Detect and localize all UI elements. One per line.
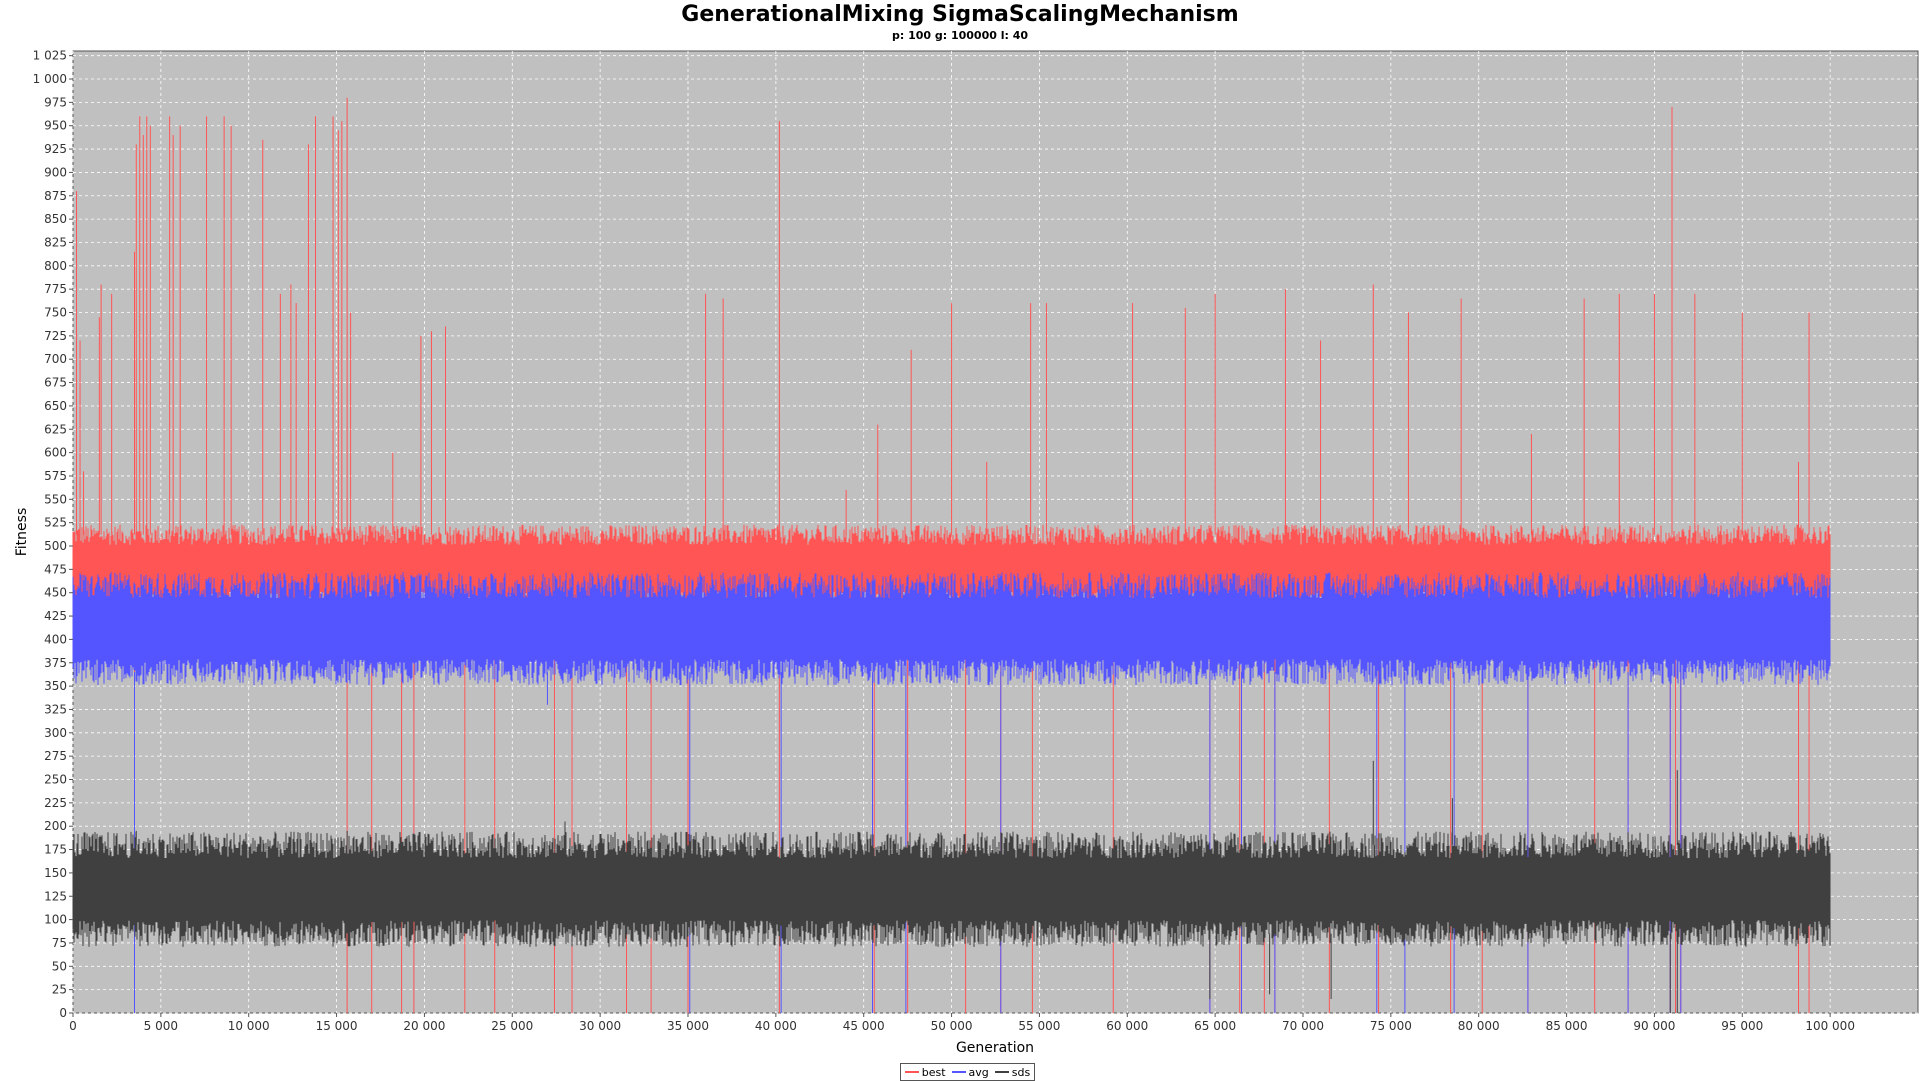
- y-tick-label: 450: [44, 586, 67, 600]
- series-layer: [72, 97, 1831, 1013]
- x-tick-label: 60 000: [1106, 1019, 1148, 1033]
- y-tick-label: 325: [44, 702, 67, 716]
- legend-item-best: best: [904, 1065, 946, 1079]
- y-tick-label: 625: [44, 422, 67, 436]
- y-tick-label: 900: [44, 165, 67, 179]
- legend-swatch: [904, 1071, 919, 1073]
- x-tick-label: 75 000: [1370, 1019, 1412, 1033]
- y-tick-label: 150: [44, 866, 67, 880]
- y-tick-label: 225: [44, 796, 67, 810]
- y-tick-label: 75: [52, 936, 67, 950]
- y-tick-label: 500: [44, 539, 67, 553]
- y-tick-label: 50: [52, 959, 67, 973]
- y-tick-label: 650: [44, 399, 67, 413]
- y-tick-label: 350: [44, 679, 67, 693]
- y-tick-label: 925: [44, 142, 67, 156]
- y-tick-label: 375: [44, 656, 67, 670]
- legend-label: sds: [1011, 1065, 1031, 1079]
- y-tick-label: 1 025: [33, 49, 67, 63]
- y-tick-label: 800: [44, 259, 67, 273]
- legend-swatch: [994, 1071, 1009, 1073]
- y-tick-label: 200: [44, 819, 67, 833]
- legend-label: best: [921, 1065, 946, 1079]
- x-tick-label: 55 000: [1018, 1019, 1060, 1033]
- y-tick-label: 25: [52, 983, 67, 997]
- y-tick-label: 700: [44, 352, 67, 366]
- x-tick-label: 50 000: [931, 1019, 973, 1033]
- y-tick-label: 0: [59, 1006, 67, 1020]
- y-tick-label: 875: [44, 189, 67, 203]
- y-tick-label: 675: [44, 376, 67, 390]
- series-noise-sds: [72, 831, 1831, 947]
- series-sds: [72, 760, 1831, 1013]
- x-tick-label: 45 000: [843, 1019, 885, 1033]
- x-tick-label: 15 000: [316, 1019, 358, 1033]
- y-tick-label: 775: [44, 282, 67, 296]
- y-tick-label: 400: [44, 632, 67, 646]
- x-tick-label: 25 000: [491, 1019, 533, 1033]
- y-tick-label: 950: [44, 119, 67, 133]
- series-noise-avg: [72, 572, 1831, 686]
- y-tick-label: 100: [44, 913, 67, 927]
- series-avg: [72, 572, 1831, 1013]
- x-tick-label: 95 000: [1721, 1019, 1763, 1033]
- x-axis-label: Generation: [956, 1040, 1034, 1056]
- y-tick-label: 250: [44, 773, 67, 787]
- x-tick-label: 85 000: [1546, 1019, 1588, 1033]
- y-tick-label: 600: [44, 446, 67, 460]
- y-tick-label: 575: [44, 469, 67, 483]
- x-tick-label: 30 000: [579, 1019, 621, 1033]
- x-tick-label: 100 000: [1805, 1019, 1855, 1033]
- legend: best avg sds: [900, 1063, 1035, 1081]
- series-noise-best: [72, 524, 1831, 613]
- y-tick-label: 475: [44, 562, 67, 576]
- legend-swatch: [951, 1071, 966, 1073]
- chart-title: GenerationalMixing SigmaScalingMechanism: [681, 2, 1239, 27]
- axes: 0 25 50 75 100 125 150 175 200 225 250 275 300 325 350…: [33, 49, 1855, 1033]
- y-tick-label: 750: [44, 306, 67, 320]
- y-tick-label: 175: [44, 843, 67, 857]
- y-tick-label: 550: [44, 492, 67, 506]
- y-tick-label: 425: [44, 609, 67, 623]
- x-tick-label: 20 000: [403, 1019, 445, 1033]
- y-tick-label: 1 000: [33, 72, 67, 86]
- y-tick-label: 975: [44, 95, 67, 109]
- y-tick-label: 275: [44, 749, 67, 763]
- y-tick-label: 525: [44, 516, 67, 530]
- x-tick-label: 40 000: [755, 1019, 797, 1033]
- x-tick-label: 65 000: [1194, 1019, 1236, 1033]
- x-tick-label: 10 000: [228, 1019, 270, 1033]
- x-tick-label: 80 000: [1458, 1019, 1500, 1033]
- y-tick-label: 825: [44, 235, 67, 249]
- y-tick-label: 850: [44, 212, 67, 226]
- legend-item-sds: sds: [994, 1065, 1031, 1079]
- y-tick-label: 125: [44, 889, 67, 903]
- x-tick-label: 90 000: [1633, 1019, 1675, 1033]
- legend-item-avg: avg: [951, 1065, 989, 1079]
- y-tick-label: 725: [44, 329, 67, 343]
- legend-label: avg: [968, 1065, 989, 1079]
- y-axis-label: Fitness: [14, 508, 30, 557]
- x-tick-label: 35 000: [667, 1019, 709, 1033]
- x-tick-label: 70 000: [1282, 1019, 1324, 1033]
- y-tick-label: 300: [44, 726, 67, 740]
- chart-subtitle: p: 100 g: 100000 l: 40: [891, 29, 1029, 42]
- x-tick-label: 5 000: [144, 1019, 178, 1033]
- x-tick-label: 0: [69, 1019, 77, 1033]
